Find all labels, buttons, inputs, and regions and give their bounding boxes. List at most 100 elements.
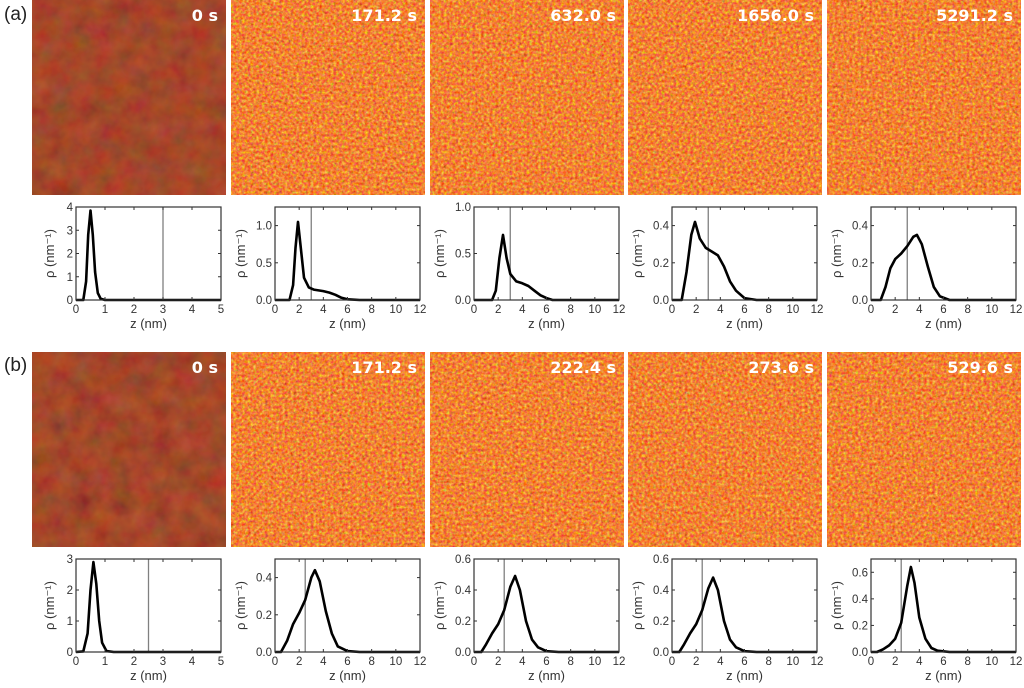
x-tick-label: 4	[189, 304, 196, 316]
density-plot: 0 1 2 3 4 5 0 1 2 3 4 z (nm) ρ (nm⁻¹)	[42, 202, 224, 331]
y-axis-label: ρ (nm⁻¹)	[233, 581, 248, 630]
y-tick-label: 0.2	[653, 616, 669, 628]
y-tick-label: 0.2	[653, 258, 669, 270]
y-tick-label: 0.2	[852, 620, 868, 632]
time-label: 222.4 s	[550, 358, 616, 377]
x-tick-label: 2	[495, 304, 501, 316]
x-tick-label: 6	[344, 656, 350, 668]
x-tick-label: 10	[588, 656, 601, 668]
afm-image: 0 s	[32, 352, 226, 547]
y-axis-label: ρ (nm⁻¹)	[432, 581, 447, 630]
time-label: 171.2 s	[351, 6, 417, 25]
x-tick-label: 3	[160, 304, 166, 316]
density-curve	[672, 576, 817, 654]
y-tick-label: 3	[67, 554, 73, 566]
x-tick-label: 5	[218, 304, 224, 316]
afm-image: 632.0 s	[430, 0, 624, 195]
x-tick-label: 12	[414, 656, 427, 668]
x-tick-label: 4	[320, 656, 327, 668]
plot-frame	[274, 206, 421, 301]
x-tick-label: 8	[765, 304, 771, 316]
time-label: 171.2 s	[351, 358, 417, 377]
y-tick-label: 2	[67, 249, 73, 261]
x-tick-label: 4	[916, 656, 923, 668]
x-tick-label: 12	[1010, 656, 1023, 668]
plot-frame	[274, 558, 421, 653]
x-tick-label: 6	[543, 656, 549, 668]
x-axis-label: z (nm)	[925, 316, 962, 331]
x-tick-label: 4	[519, 304, 526, 316]
time-label: 0 s	[191, 6, 218, 25]
afm-texture	[628, 0, 822, 195]
y-tick-label: 0.0	[653, 295, 669, 307]
y-axis-label: ρ (nm⁻¹)	[829, 581, 844, 630]
x-tick-label: 2	[296, 656, 302, 668]
plot-frame	[671, 558, 818, 653]
y-tick-label: 0.4	[653, 585, 670, 597]
y-tick-label: 4	[67, 202, 74, 214]
y-axis-label: ρ (nm⁻¹)	[233, 229, 248, 278]
plot-frame	[473, 558, 620, 653]
afm-image: 171.2 s	[231, 0, 425, 195]
density-plot: 0 2 4 6 8 10 12 0.0 0.2 0.4 z (nm) ρ (nm⁻¹)	[233, 558, 427, 683]
x-tick-label: 4	[916, 304, 923, 316]
x-tick-label: 8	[765, 656, 771, 668]
x-tick-label: 2	[131, 304, 137, 316]
density-plot: 0 2 4 6 8 10 12 0.0 0.2 0.4 z (nm) ρ (nm⁻¹)	[630, 206, 824, 331]
x-tick-label: 12	[613, 304, 626, 316]
x-tick-label: 0	[471, 656, 477, 668]
density-plot: 0 2 4 6 8 10 12 0.0 0.5 1.0 z (nm) ρ (nm⁻¹)	[432, 202, 626, 331]
afm-image: 0 s	[32, 0, 226, 195]
afm-image: 222.4 s	[430, 352, 624, 547]
y-axis-label: ρ (nm⁻¹)	[42, 581, 57, 630]
y-tick-label: 0.0	[455, 295, 471, 307]
density-curve	[871, 565, 1016, 654]
x-tick-label: 0	[669, 656, 675, 668]
afm-image: 171.2 s	[231, 352, 425, 547]
x-tick-label: 2	[892, 304, 898, 316]
x-axis-label: z (nm)	[925, 668, 962, 683]
x-tick-label: 2	[693, 304, 699, 316]
x-tick-label: 0	[73, 656, 79, 668]
x-tick-label: 6	[543, 304, 549, 316]
x-axis-label: z (nm)	[329, 668, 366, 683]
x-axis-label: z (nm)	[726, 316, 763, 331]
afm-image: 5291.2 s	[827, 0, 1021, 195]
y-axis-label: ρ (nm⁻¹)	[630, 581, 645, 630]
x-tick-label: 0	[471, 304, 477, 316]
afm-texture	[430, 352, 624, 547]
x-tick-label: 10	[985, 304, 998, 316]
density-curve	[474, 233, 619, 302]
plot-frame	[75, 558, 222, 653]
afm-texture	[827, 0, 1021, 195]
x-tick-label: 12	[811, 304, 824, 316]
density-curve	[275, 220, 420, 302]
x-tick-label: 12	[811, 656, 824, 668]
x-tick-label: 8	[964, 656, 970, 668]
panel-label-b: (b)	[4, 355, 28, 376]
y-axis-label: ρ (nm⁻¹)	[42, 229, 57, 278]
x-tick-label: 2	[296, 304, 302, 316]
afm-texture	[430, 0, 624, 195]
x-tick-label: 4	[519, 656, 526, 668]
x-tick-label: 0	[868, 304, 874, 316]
y-tick-label: 0.4	[256, 573, 273, 585]
y-tick-label: 1.0	[455, 202, 471, 214]
x-tick-label: 8	[964, 304, 970, 316]
time-label: 529.6 s	[947, 358, 1013, 377]
y-tick-label: 0.6	[653, 554, 669, 566]
x-tick-label: 3	[160, 656, 166, 668]
density-curve	[275, 568, 420, 654]
density-plot: 0 2 4 6 8 10 12 0.0 0.2 0.4 0.6 z (nm) ρ (nm⁻¹)	[432, 554, 625, 683]
x-tick-label: 4	[320, 304, 327, 316]
x-tick-label: 8	[567, 656, 573, 668]
y-axis-label: ρ (nm⁻¹)	[829, 229, 844, 278]
y-tick-label: 0.5	[455, 249, 471, 261]
afm-texture	[628, 352, 822, 547]
x-tick-label: 10	[786, 656, 799, 668]
density-plot: 0 2 4 6 8 10 12 0.0 0.2 0.4 0.6 z (nm) ρ (nm⁻¹)	[630, 554, 824, 683]
density-curve	[76, 209, 221, 302]
x-axis-label: z (nm)	[329, 316, 366, 331]
y-tick-label: 0.2	[852, 258, 868, 270]
